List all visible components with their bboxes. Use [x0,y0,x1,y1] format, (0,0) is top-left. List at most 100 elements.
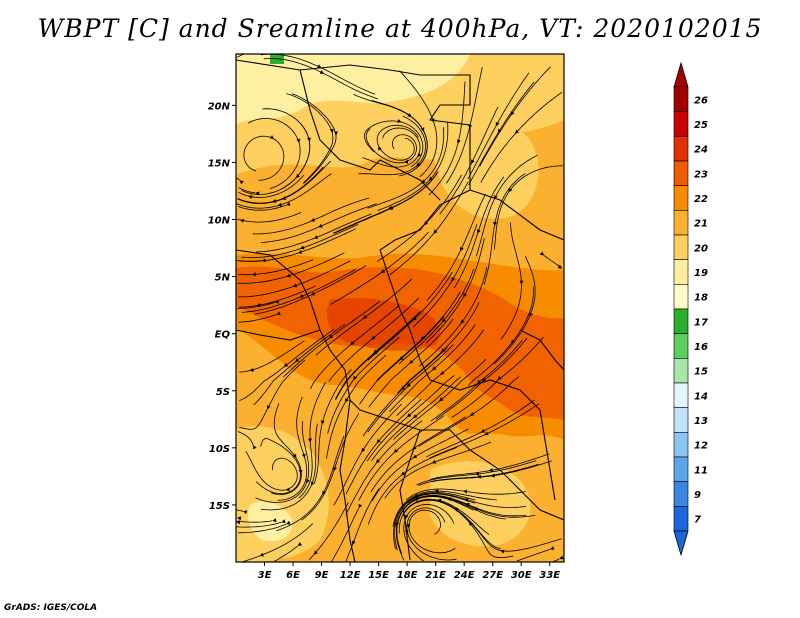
colorbar-label: 23 [694,169,708,180]
lat-label: EQ [215,330,231,341]
streamline-arrow [267,405,271,410]
streamline-arrow [407,413,412,418]
streamline-arrow [269,135,275,140]
lon-label: 33E [539,570,560,581]
streamline-arrow [468,521,473,526]
streamline-arrow [297,542,303,547]
streamline-arrow [299,294,304,298]
streamline-arrow [376,439,381,444]
streamline-arrow [463,292,468,298]
streamline-arrow [295,358,300,363]
colorbar-swatch [673,407,689,433]
streamline-arrow [272,518,277,523]
streamline-arrow [529,312,533,317]
streamline-arrow [353,375,358,381]
streamline-arrow [511,339,516,344]
streamline-arrow [319,70,325,74]
lon-label: 30E [511,570,532,581]
streamline-arrow [281,519,286,524]
lon-label: 15E [368,570,389,581]
lon-label: 6E [286,570,300,581]
streamline-arrow [350,341,355,346]
colorbar-label: 24 [694,145,708,156]
streamline [236,509,243,512]
colorbar-swatch [673,160,689,186]
streamline-arrow [441,348,446,353]
colorbar-swatch [673,358,689,384]
streamline-arrow [412,316,417,321]
streamline-arrow [488,468,493,473]
colorbar-label: 7 [694,515,701,526]
streamline-arrow [471,159,475,164]
colorbar-swatch [673,86,689,112]
streamline-arrow [300,245,305,250]
streamline-arrow [259,552,264,557]
chart-title: WBPT [C] and Sreamline at 400hPa, VT: 20… [37,14,763,43]
streamline [236,521,282,528]
colorbar-label: 11 [694,465,708,476]
colorbar-bottom-arrow [673,530,689,557]
colorbar-label: 20 [694,243,708,254]
streamline [238,187,256,194]
streamline-arrow [292,453,297,459]
streamline-arrow [451,277,456,282]
streamline-arrow [439,397,444,402]
streamline-arrow [318,223,323,228]
colorbar-swatch [673,432,689,458]
streamline-arrow [306,478,310,484]
colorbar-label: 22 [694,194,708,205]
streamline-arrow [401,471,406,476]
streamline-arrow [399,356,404,361]
streamline-arrow [253,444,257,450]
streamline-arrow [401,386,406,391]
streamline-arrow [378,145,382,151]
latitude-axis: 20N 15N 10N 5N EQ 5S 10S 15S [208,101,236,512]
lat-label: 15S [209,501,230,512]
streamline-arrow [475,471,480,476]
colorbar-top-arrow [673,61,689,88]
streamline-arrow [495,121,500,127]
colorbar-label: 9 [694,490,701,501]
streamline-arrow [409,359,414,364]
streamline-arrow [322,490,326,495]
streamline-arrow [252,272,257,277]
streamline-arrow [490,473,495,478]
colorbar-swatch [673,234,689,260]
colorbar-label: 14 [694,391,708,402]
streamline-arrow [420,336,425,341]
streamline [345,488,380,562]
colorbar-label: 13 [694,416,708,427]
streamline-arrow [404,514,409,520]
streamline-arrow [428,176,433,181]
streamline-arrow [296,138,301,144]
streamline-arrow [433,229,438,234]
streamline-arrow [484,431,489,436]
streamline-arrow [358,503,363,509]
streamline-arrow [311,481,315,486]
streamline-arrow [292,283,298,288]
streamline-arrow [389,205,394,210]
streamline-arrow [286,520,291,525]
streamline-arrow [310,218,315,222]
streamline-arrow [440,371,445,375]
grads-credit: GrADS: IGES/COLA [4,603,98,613]
streamline-arrow [334,131,338,136]
streamline [237,204,287,211]
country-borders [236,59,564,562]
streamline-arrow [460,319,465,324]
colorbar-swatch [673,111,689,137]
streamline-arrow [239,180,244,185]
colorbar-swatch [673,481,689,507]
streamline-arrow [414,494,419,499]
streamline-arrow [397,119,402,123]
streamline [238,259,314,276]
streamline-arrow [476,229,481,234]
streamline-arrow [519,280,524,285]
streamline-arrow [460,247,464,252]
lon-label: 24E [454,570,475,581]
streamline-arrow [237,516,242,521]
colorbar-swatch [673,210,689,236]
streamline [236,212,302,223]
streamline-arrow [333,466,337,472]
streamline-arrow [497,375,502,381]
